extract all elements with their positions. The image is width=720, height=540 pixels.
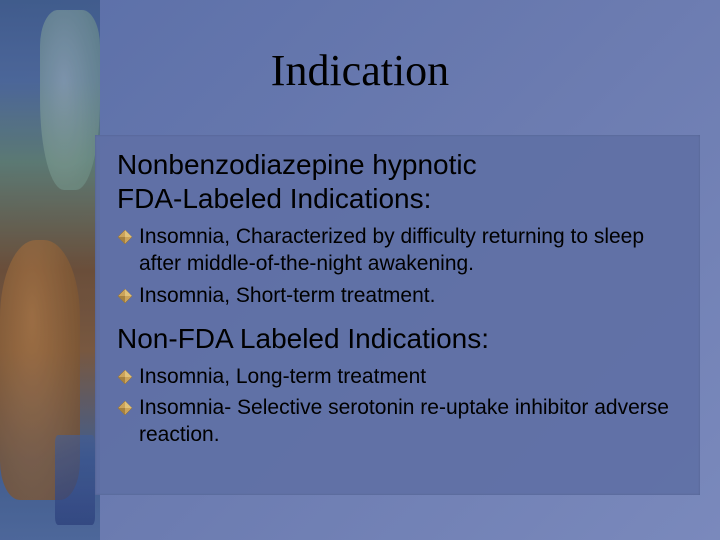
- diamond-bullet-icon: [117, 365, 133, 381]
- list-item-text: Insomnia, Characterized by difficulty re…: [139, 225, 644, 275]
- fda-indications-list: Insomnia, Characterized by difficulty re…: [117, 223, 678, 309]
- list-item: Insomnia, Short-term treatment.: [117, 282, 678, 309]
- diamond-bullet-icon: [117, 225, 133, 241]
- list-item: Insomnia- Selective serotonin re-uptake …: [117, 394, 678, 449]
- list-item-text: Insomnia- Selective serotonin re-uptake …: [139, 396, 669, 446]
- diamond-bullet-icon: [117, 396, 133, 412]
- list-item: Insomnia, Characterized by difficulty re…: [117, 223, 678, 278]
- subheading-fda-labeled: FDA-Labeled Indications:: [117, 183, 678, 215]
- list-item-text: Insomnia, Short-term treatment.: [139, 284, 435, 307]
- decorative-bottle-icon: [55, 435, 95, 525]
- non-fda-indications-list: Insomnia, Long-term treatment Insomnia- …: [117, 363, 678, 449]
- subheading-drug-class: Nonbenzodiazepine hypnotic: [117, 149, 678, 181]
- slide-title: Indication: [0, 45, 720, 96]
- content-box: Nonbenzodiazepine hypnotic FDA-Labeled I…: [95, 135, 700, 495]
- decorative-bottle-icon: [40, 10, 100, 190]
- list-item: Insomnia, Long-term treatment: [117, 363, 678, 390]
- list-item-text: Insomnia, Long-term treatment: [139, 365, 426, 388]
- diamond-bullet-icon: [117, 284, 133, 300]
- subheading-non-fda-labeled: Non-FDA Labeled Indications:: [117, 323, 678, 355]
